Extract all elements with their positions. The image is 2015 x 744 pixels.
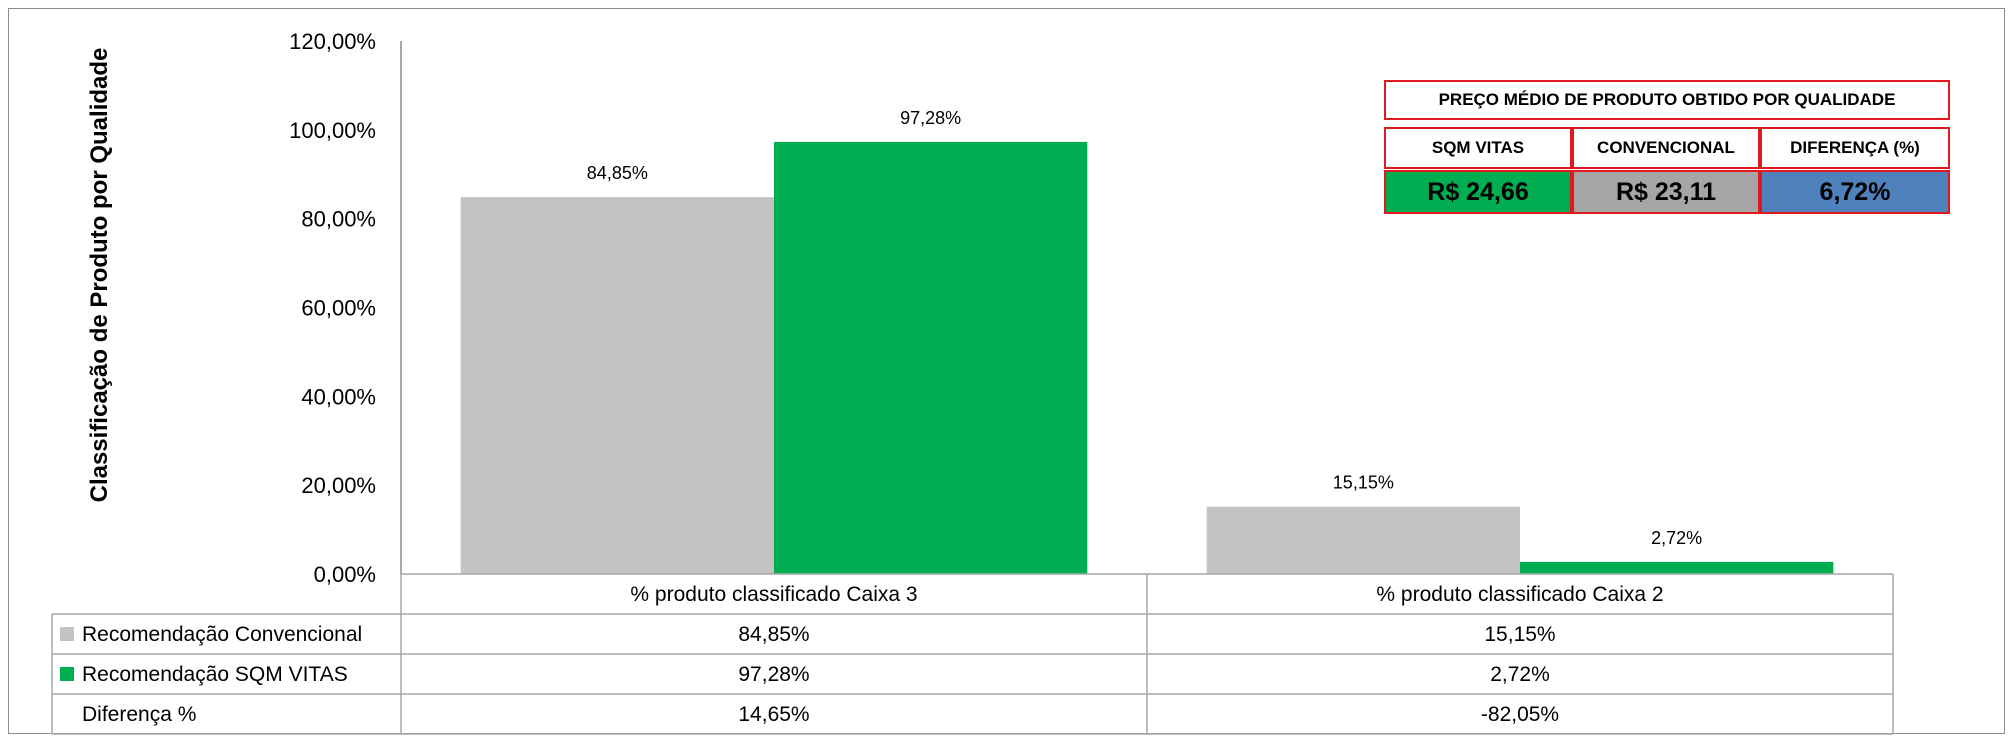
table-cell: 84,85% bbox=[738, 623, 809, 646]
legend-key bbox=[60, 667, 74, 681]
row-label: Diferença % bbox=[82, 703, 196, 726]
price-value-sqm-vitas: R$ 24,66 bbox=[1384, 170, 1572, 214]
price-value-convencional: R$ 23,11 bbox=[1572, 170, 1760, 214]
row-label: Recomendação SQM VITAS bbox=[82, 663, 348, 686]
price-table-title: PREÇO MÉDIO DE PRODUTO OBTIDO POR QUALID… bbox=[1384, 80, 1950, 120]
bar bbox=[1206, 506, 1520, 574]
data-label: 97,28% bbox=[900, 108, 961, 128]
table-cell: 14,65% bbox=[738, 703, 809, 726]
y-tick-label: 20,00% bbox=[301, 473, 376, 498]
bar bbox=[1520, 561, 1834, 574]
category-label: % produto classificado Caixa 2 bbox=[1376, 583, 1663, 606]
price-header-convencional: CONVENCIONAL bbox=[1572, 127, 1760, 169]
y-tick-label: 80,00% bbox=[301, 207, 376, 232]
table-cell: 15,15% bbox=[1484, 623, 1555, 646]
data-label: 15,15% bbox=[1333, 473, 1394, 493]
price-value-diferenca: 6,72% bbox=[1760, 170, 1950, 214]
y-tick-label: 0,00% bbox=[314, 562, 376, 587]
y-tick-label: 60,00% bbox=[301, 296, 376, 321]
y-axis-title: Classificação de Produto por Qualidade bbox=[86, 47, 113, 503]
category-label: % produto classificado Caixa 3 bbox=[630, 583, 917, 606]
y-tick-label: 40,00% bbox=[301, 384, 376, 409]
table-cell: 97,28% bbox=[738, 663, 809, 686]
table-cell: 2,72% bbox=[1490, 663, 1550, 686]
y-tick-label: 120,00% bbox=[289, 29, 376, 54]
bar bbox=[460, 197, 774, 575]
y-tick-label: 100,00% bbox=[289, 118, 376, 143]
table-cell: -82,05% bbox=[1481, 703, 1559, 726]
bar bbox=[774, 141, 1088, 574]
price-header-diferenca: DIFERENÇA (%) bbox=[1760, 127, 1950, 169]
data-label: 2,72% bbox=[1651, 528, 1702, 548]
row-label: Recomendação Convencional bbox=[82, 623, 362, 646]
data-label: 84,85% bbox=[587, 163, 648, 183]
legend-key bbox=[60, 627, 74, 641]
price-header-sqm-vitas: SQM VITAS bbox=[1384, 127, 1572, 169]
